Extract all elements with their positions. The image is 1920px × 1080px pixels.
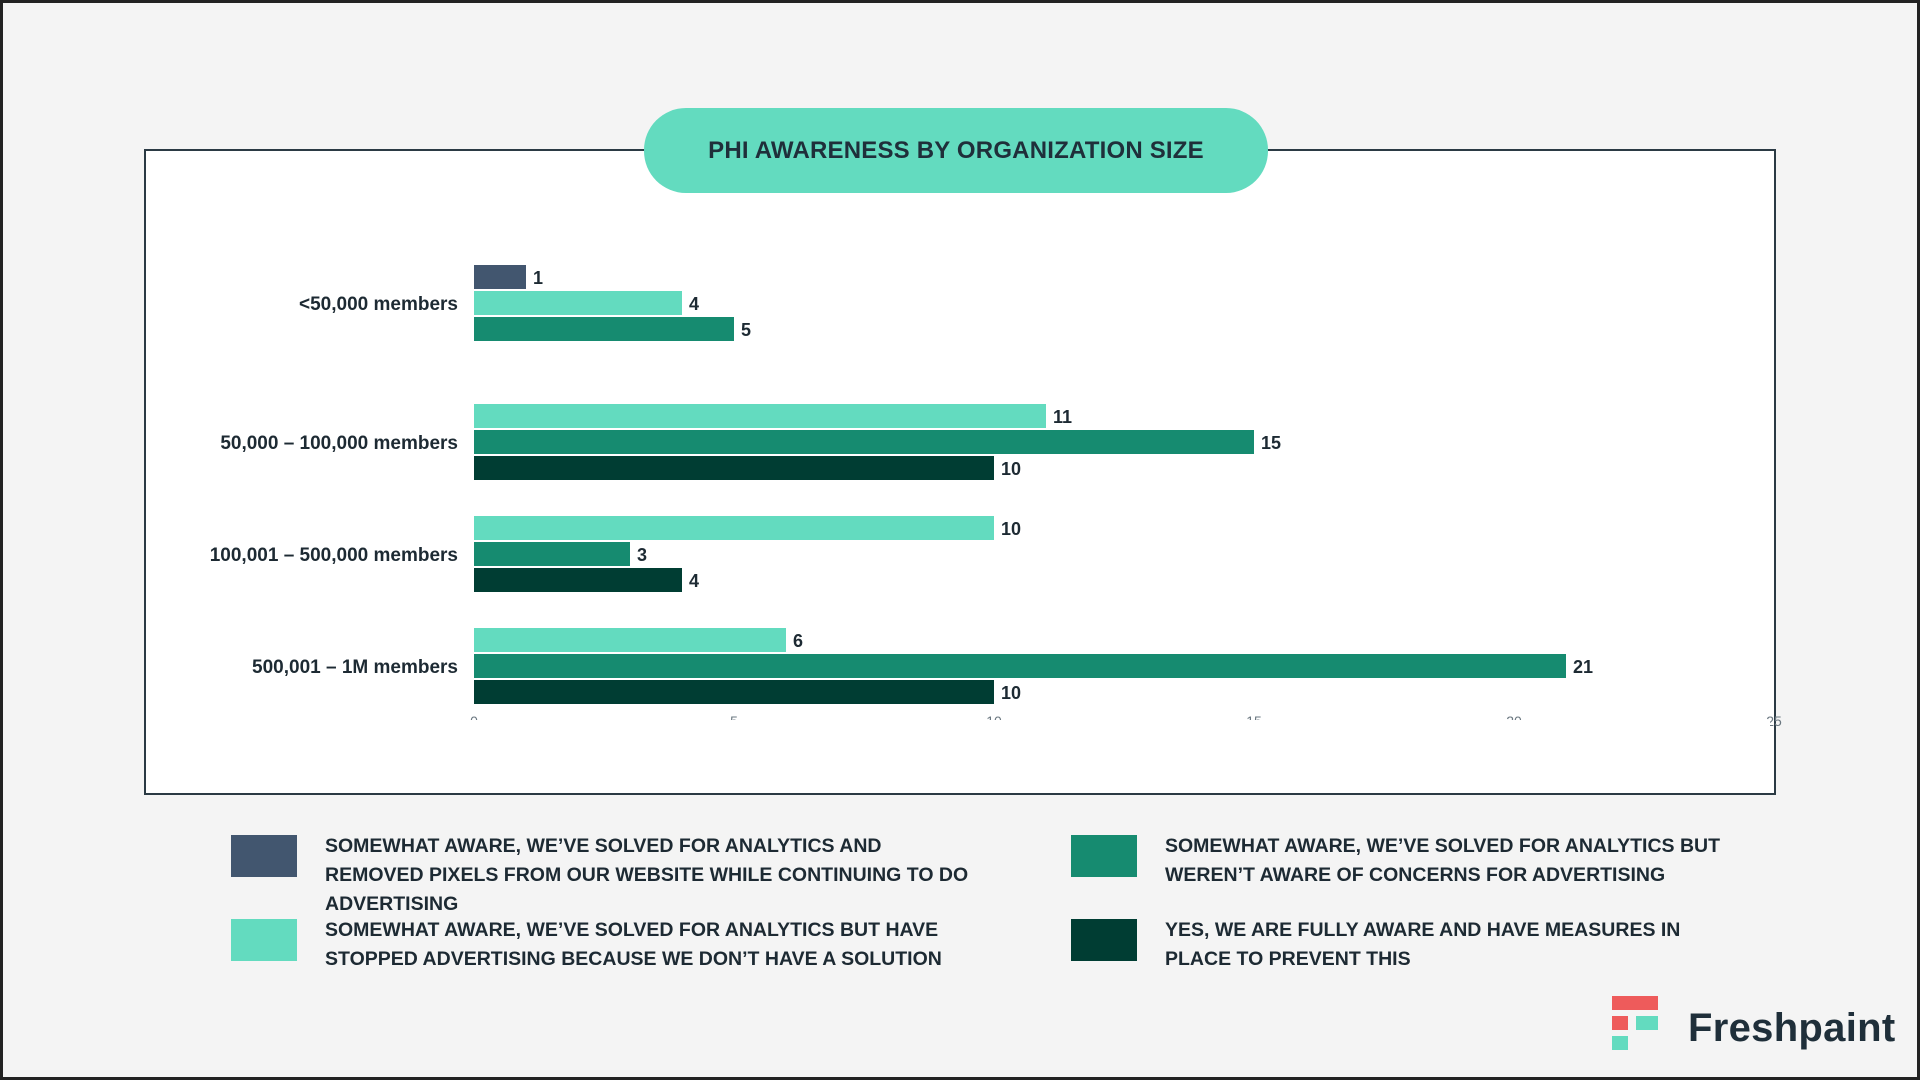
legend-item: SOMEWHAT AWARE, WE’VE SOLVED FOR ANALYTI… xyxy=(1071,832,1725,890)
bar xyxy=(474,680,994,704)
data-label: 1 xyxy=(533,268,543,288)
bar xyxy=(474,516,994,540)
data-label: 6 xyxy=(793,631,803,651)
data-label: 10 xyxy=(1001,683,1021,703)
bar xyxy=(474,568,682,592)
bar xyxy=(474,430,1254,454)
chart-title: PHI AWARENESS BY ORGANIZATION SIZE xyxy=(644,108,1268,193)
data-label: 15 xyxy=(1261,433,1281,453)
bar xyxy=(474,628,786,652)
data-label: 4 xyxy=(689,571,699,591)
tick-mask xyxy=(150,720,1770,740)
data-label: 10 xyxy=(1001,459,1021,479)
legend-item: YES, WE ARE FULLY AWARE AND HAVE MEASURE… xyxy=(1071,916,1725,974)
bar xyxy=(474,404,1046,428)
bar xyxy=(474,654,1566,678)
bar xyxy=(474,265,526,289)
legend-swatch xyxy=(1071,919,1137,961)
category-label: <50,000 members xyxy=(299,294,458,315)
category-label: 100,001 – 500,000 members xyxy=(210,545,458,566)
bar xyxy=(474,317,734,341)
legend-label: YES, WE ARE FULLY AWARE AND HAVE MEASURE… xyxy=(1165,919,1681,970)
legend-swatch xyxy=(1071,835,1137,877)
legend-label: SOMEWHAT AWARE, WE’VE SOLVED FOR ANALYTI… xyxy=(325,835,969,915)
freshpaint-logo: Freshpaint xyxy=(1612,996,1895,1060)
data-label: 21 xyxy=(1573,657,1593,677)
bar xyxy=(474,291,682,315)
data-label: 10 xyxy=(1001,519,1021,539)
legend-swatch xyxy=(231,919,297,961)
freshpaint-logo-icon xyxy=(1612,996,1660,1060)
legend-label: SOMEWHAT AWARE, WE’VE SOLVED FOR ANALYTI… xyxy=(325,919,942,970)
legend-swatch xyxy=(231,835,297,877)
bar xyxy=(474,542,630,566)
legend-label: SOMEWHAT AWARE, WE’VE SOLVED FOR ANALYTI… xyxy=(1165,835,1721,886)
data-label: 3 xyxy=(637,545,647,565)
brand-name: Freshpaint xyxy=(1688,1005,1896,1050)
bar xyxy=(474,456,994,480)
x-tick-label: 25 xyxy=(1766,713,1782,729)
data-label: 5 xyxy=(741,320,751,340)
data-label: 11 xyxy=(1053,407,1072,427)
category-label: 500,001 – 1M members xyxy=(252,657,458,678)
legend-item: SOMEWHAT AWARE, WE’VE SOLVED FOR ANALYTI… xyxy=(231,832,985,919)
legend-item: SOMEWHAT AWARE, WE’VE SOLVED FOR ANALYTI… xyxy=(231,916,985,974)
data-label: 4 xyxy=(689,294,699,314)
category-label: 50,000 – 100,000 members xyxy=(220,433,458,454)
